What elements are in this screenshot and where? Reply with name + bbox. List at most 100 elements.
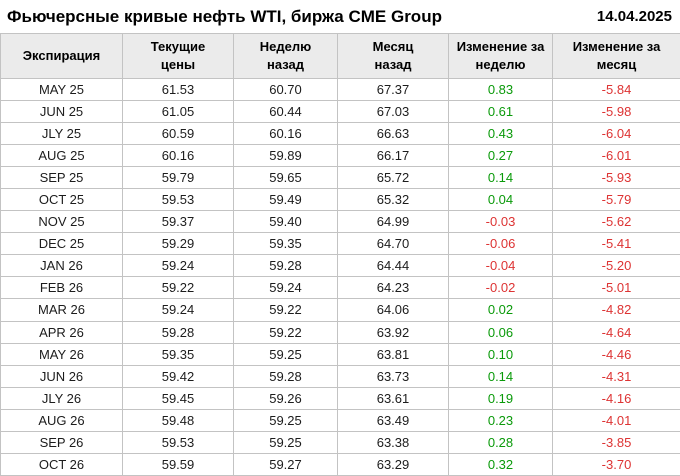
expiration-cell: SEP 26: [0, 430, 123, 454]
value-cell: 59.25: [233, 408, 338, 432]
table-row: AUG 26 59.48 59.25 63.49 0.23 -4.01: [0, 408, 680, 432]
value-cell: 0.14: [448, 364, 553, 388]
value-cell: -5.93: [552, 166, 680, 190]
table-row: MAY 26 59.35 59.25 63.81 0.10 -4.46: [0, 342, 680, 366]
value-cell: -6.04: [552, 122, 680, 146]
value-cell: -3.85: [552, 430, 680, 454]
value-cell: 0.02: [448, 298, 553, 322]
value-cell: 64.99: [337, 210, 449, 234]
value-cell: -4.31: [552, 364, 680, 388]
value-cell: 0.61: [448, 100, 553, 124]
header-row: Экспирация Текущие цены Неделю назад Месяц наз…: [0, 33, 680, 79]
table-row: JUN 25 61.05 60.44 67.03 0.61 -5.98: [0, 100, 680, 124]
table-row: FEB 26 59.22 59.24 64.23 -0.02 -5.01: [0, 276, 680, 300]
value-cell: -0.04: [448, 254, 553, 278]
value-cell: 59.25: [233, 342, 338, 366]
value-cell: 59.25: [233, 430, 338, 454]
value-cell: 66.17: [337, 144, 449, 168]
table-row: MAR 26 59.24 59.22 64.06 0.02 -4.82: [0, 298, 680, 322]
value-cell: 59.37: [122, 210, 234, 234]
table-body: MAY 25 61.53 60.70 67.37 0.83 -5.84 JUN 25 61.0…: [0, 77, 680, 476]
expiration-cell: AUG 25: [0, 144, 123, 168]
expiration-cell: JLY 25: [0, 122, 123, 146]
expiration-cell: JUN 25: [0, 100, 123, 124]
table-row: SEP 25 59.79 59.65 65.72 0.14 -5.93: [0, 166, 680, 190]
value-cell: 59.53: [122, 430, 234, 454]
value-cell: 59.89: [233, 144, 338, 168]
value-cell: 59.65: [233, 166, 338, 190]
value-cell: 60.16: [122, 144, 234, 168]
expiration-cell: MAY 25: [0, 77, 123, 102]
value-cell: 0.19: [448, 386, 553, 410]
table-header: Экспирация Текущие цены Неделю назад Месяц наз…: [0, 33, 680, 79]
value-cell: -0.02: [448, 276, 553, 300]
value-cell: 61.05: [122, 100, 234, 124]
expiration-cell: JAN 26: [0, 254, 123, 278]
value-cell: 59.28: [233, 364, 338, 388]
column-header-1: Текущие цены: [122, 33, 234, 79]
page-title: Фьючерсные кривые нефть WTI, биржа CME G…: [7, 6, 442, 26]
expiration-cell: NOV 25: [0, 210, 123, 234]
expiration-cell: DEC 25: [0, 232, 123, 256]
table-row: DEC 25 59.29 59.35 64.70 -0.06 -5.41: [0, 232, 680, 256]
value-cell: 59.24: [233, 276, 338, 300]
value-cell: -4.46: [552, 342, 680, 366]
value-cell: 59.22: [122, 276, 234, 300]
value-cell: 59.35: [122, 342, 234, 366]
value-cell: 0.14: [448, 166, 553, 190]
value-cell: 59.27: [233, 452, 338, 476]
table-row: JAN 26 59.24 59.28 64.44 -0.04 -5.20: [0, 254, 680, 278]
value-cell: 59.42: [122, 364, 234, 388]
value-cell: 63.81: [337, 342, 449, 366]
value-cell: 63.61: [337, 386, 449, 410]
value-cell: -0.03: [448, 210, 553, 234]
expiration-cell: JUN 26: [0, 364, 123, 388]
table-row: JLY 26 59.45 59.26 63.61 0.19 -4.16: [0, 386, 680, 410]
column-header-3: Месяц назад: [337, 33, 449, 79]
value-cell: 59.49: [233, 188, 338, 212]
value-cell: 63.29: [337, 452, 449, 476]
value-cell: 0.43: [448, 122, 553, 146]
value-cell: -5.62: [552, 210, 680, 234]
table-row: AUG 25 60.16 59.89 66.17 0.27 -6.01: [0, 144, 680, 168]
table-row: APR 26 59.28 59.22 63.92 0.06 -4.64: [0, 320, 680, 344]
value-cell: 59.48: [122, 408, 234, 432]
value-cell: 60.16: [233, 122, 338, 146]
value-cell: 0.10: [448, 342, 553, 366]
value-cell: 0.06: [448, 320, 553, 344]
value-cell: 60.59: [122, 122, 234, 146]
expiration-cell: OCT 25: [0, 188, 123, 212]
value-cell: -4.82: [552, 298, 680, 322]
column-header-2: Неделю назад: [233, 33, 338, 79]
value-cell: 59.22: [233, 298, 338, 322]
report-date: 14.04.2025: [596, 8, 672, 25]
value-cell: 65.32: [337, 188, 449, 212]
value-cell: -5.79: [552, 188, 680, 212]
value-cell: 59.59: [122, 452, 234, 476]
value-cell: 59.79: [122, 166, 234, 190]
value-cell: -0.06: [448, 232, 553, 256]
value-cell: 0.04: [448, 188, 553, 212]
expiration-cell: MAR 26: [0, 298, 123, 322]
value-cell: 65.72: [337, 166, 449, 190]
value-cell: 0.23: [448, 408, 553, 432]
title-bar: Фьючерсные кривые нефть WTI, биржа CME G…: [0, 0, 680, 33]
value-cell: 63.92: [337, 320, 449, 344]
value-cell: 67.03: [337, 100, 449, 124]
value-cell: 60.44: [233, 100, 338, 124]
table-row: NOV 25 59.37 59.40 64.99 -0.03 -5.62: [0, 210, 680, 234]
value-cell: 59.28: [122, 320, 234, 344]
value-cell: 59.35: [233, 232, 338, 256]
value-cell: 64.23: [337, 276, 449, 300]
value-cell: -5.01: [552, 276, 680, 300]
value-cell: -3.70: [552, 452, 680, 476]
value-cell: -4.01: [552, 408, 680, 432]
futures-table: Экспирация Текущие цены Неделю назад Месяц наз…: [0, 33, 680, 476]
table-row: SEP 26 59.53 59.25 63.38 0.28 -3.85: [0, 430, 680, 454]
expiration-cell: APR 26: [0, 320, 123, 344]
value-cell: 64.70: [337, 232, 449, 256]
value-cell: 0.28: [448, 430, 553, 454]
value-cell: 59.53: [122, 188, 234, 212]
value-cell: 63.73: [337, 364, 449, 388]
value-cell: 66.63: [337, 122, 449, 146]
